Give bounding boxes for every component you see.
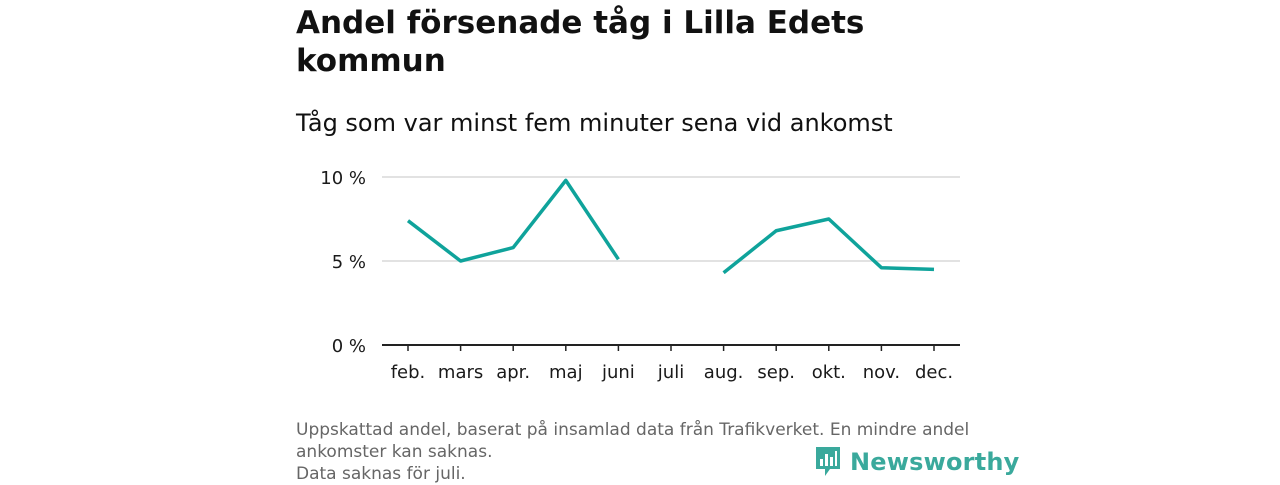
x-tick-label: okt. <box>812 362 846 383</box>
footnote-source: Uppskattad andel, baserat på insamlad da… <box>296 420 970 462</box>
x-tick-label: mars <box>438 362 483 383</box>
x-tick-label: sep. <box>757 362 795 383</box>
line-chart: 0 % 5 % 10 % feb. mars apr. maj juni juli aug. se… <box>320 168 960 383</box>
x-tick-label: dec. <box>915 362 953 383</box>
x-axis-tick-labels: feb. mars apr. maj juni juli aug. sep. okt. nov. d… <box>391 362 953 383</box>
newsworthy-logo-icon <box>816 447 840 476</box>
newsworthy-brand[interactable]: Newsworthy <box>814 445 1020 479</box>
chart-title: Andel försenade tåg i Lilla Edets kommun <box>296 5 865 79</box>
series-lines <box>406 178 935 275</box>
x-tick-label: apr. <box>496 362 530 383</box>
series-line-segment <box>722 217 935 275</box>
y-tick-label: 5 % <box>332 252 366 273</box>
x-tick-label: nov. <box>863 362 900 383</box>
footnote: Uppskattad andel, baserat på insamlad da… <box>296 419 996 485</box>
series-line-segment <box>406 178 620 263</box>
y-tick-label: 10 % <box>320 168 366 189</box>
x-tick-label: juni <box>601 362 635 383</box>
gridlines <box>382 176 960 262</box>
brand-name: Newsworthy <box>850 448 1020 476</box>
chart-subtitle: Tåg som var minst fem minuter sena vid a… <box>296 109 893 137</box>
y-tick-label: 0 % <box>332 336 366 357</box>
footnote-missing-data: Data saknas för juli. <box>296 464 466 484</box>
x-axis <box>382 344 960 351</box>
x-tick-label: juli <box>657 362 684 383</box>
x-tick-label: aug. <box>704 362 744 383</box>
x-tick-label: feb. <box>391 362 426 383</box>
x-tick-label: maj <box>549 362 583 383</box>
y-axis-tick-labels: 0 % 5 % 10 % <box>320 168 366 357</box>
